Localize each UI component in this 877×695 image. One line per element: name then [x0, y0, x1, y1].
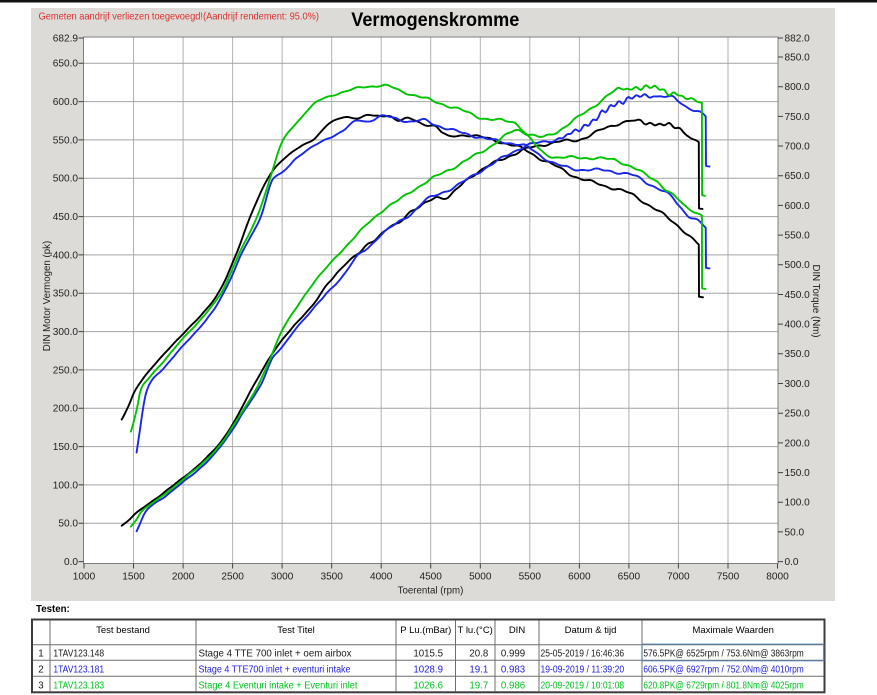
- svg-text:600.0: 600.0: [53, 97, 79, 108]
- svg-text:1TAV123.181: 1TAV123.181: [53, 664, 104, 675]
- svg-text:4000: 4000: [370, 572, 393, 583]
- svg-text:350.0: 350.0: [53, 289, 79, 300]
- svg-text:620.8PK@ 6729rpm / 801.8Nm@ 40: 620.8PK@ 6729rpm / 801.8Nm@ 4025rpm: [643, 681, 803, 692]
- svg-text:882.0: 882.0: [785, 33, 811, 44]
- svg-text:8000: 8000: [766, 572, 789, 583]
- svg-text:1015.5: 1015.5: [413, 648, 443, 659]
- svg-text:3: 3: [38, 681, 43, 692]
- svg-text:3500: 3500: [320, 572, 343, 583]
- svg-text:T lu.(°C): T lu.(°C): [458, 625, 493, 636]
- svg-text:1500: 1500: [122, 572, 145, 583]
- svg-text:25-05-2019 / 16:46:36: 25-05-2019 / 16:46:36: [541, 648, 625, 659]
- svg-text:650.0: 650.0: [53, 59, 79, 70]
- svg-text:7000: 7000: [667, 572, 690, 583]
- svg-text:Vermogenskromme: Vermogenskromme: [351, 10, 519, 31]
- svg-text:0.0: 0.0: [64, 557, 78, 568]
- svg-text:650.0: 650.0: [785, 171, 811, 182]
- svg-text:2: 2: [38, 664, 43, 675]
- svg-text:606.5PK@ 6927rpm / 752.0Nm@ 40: 606.5PK@ 6927rpm / 752.0Nm@ 4010rpm: [643, 664, 803, 675]
- svg-text:Stage 4 TTE 700 inlet + oem a: Stage 4 TTE 700 inlet + oem airbox: [199, 648, 352, 659]
- svg-text:3000: 3000: [271, 572, 294, 583]
- svg-text:20.8: 20.8: [469, 648, 488, 659]
- svg-text:100.0: 100.0: [785, 498, 811, 509]
- svg-text:5500: 5500: [519, 572, 542, 583]
- svg-text:250.0: 250.0: [785, 409, 811, 420]
- svg-text:400.0: 400.0: [53, 250, 79, 261]
- svg-text:200.0: 200.0: [53, 404, 79, 415]
- svg-text:Datum & tijd: Datum & tijd: [565, 625, 617, 636]
- svg-text:Maximale Waarden: Maximale Waarden: [692, 625, 773, 636]
- svg-text:682.9: 682.9: [53, 33, 79, 44]
- svg-text:4500: 4500: [419, 572, 442, 583]
- svg-text:600.0: 600.0: [785, 201, 811, 212]
- svg-text:5000: 5000: [469, 572, 492, 583]
- svg-text:500.0: 500.0: [53, 174, 79, 185]
- svg-text:2000: 2000: [172, 572, 195, 583]
- svg-text:DIN Motor Vermogen (pk): DIN Motor Vermogen (pk): [42, 241, 53, 351]
- svg-text:800.0: 800.0: [785, 82, 811, 93]
- svg-text:Test bestand: Test bestand: [96, 625, 150, 636]
- svg-text:750.0: 750.0: [785, 112, 811, 123]
- svg-text:50.0: 50.0: [58, 519, 78, 530]
- svg-text:0.999: 0.999: [501, 648, 525, 659]
- svg-text:Test Titel: Test Titel: [277, 625, 315, 636]
- svg-text:Stage 4 TTE700 inlet + eventur: Stage 4 TTE700 inlet + eventuri intake: [199, 664, 351, 675]
- svg-text:2500: 2500: [221, 572, 244, 583]
- svg-text:7500: 7500: [717, 572, 740, 583]
- svg-text:150.0: 150.0: [785, 468, 811, 479]
- svg-text:Toerental (rpm): Toerental (rpm): [398, 586, 464, 597]
- svg-text:450.0: 450.0: [785, 290, 811, 301]
- svg-text:0.983: 0.983: [501, 664, 525, 675]
- svg-text:0.0: 0.0: [785, 557, 799, 568]
- svg-text:1TAV123.148: 1TAV123.148: [53, 648, 104, 659]
- svg-text:Gemeten aandrijf verliezen toe: Gemeten aandrijf verliezen toegevoegd!(A…: [39, 11, 320, 22]
- svg-text:700.0: 700.0: [785, 141, 811, 152]
- svg-text:1028.9: 1028.9: [413, 664, 443, 675]
- svg-text:50.0: 50.0: [785, 527, 805, 538]
- svg-text:100.0: 100.0: [53, 480, 79, 491]
- svg-text:20-09-2019 / 10:01:08: 20-09-2019 / 10:01:08: [541, 681, 625, 692]
- svg-text:300.0: 300.0: [53, 327, 79, 338]
- svg-text:500.0: 500.0: [785, 260, 811, 271]
- svg-text:6000: 6000: [568, 572, 591, 583]
- svg-text:200.0: 200.0: [785, 438, 811, 449]
- svg-text:576.5PK@ 6525rpm / 753.6Nm@ 38: 576.5PK@ 6525rpm / 753.6Nm@ 3863rpm: [643, 648, 803, 659]
- svg-text:DIN Torque (Nm): DIN Torque (Nm): [810, 264, 821, 337]
- svg-text:DIN: DIN: [509, 625, 526, 636]
- svg-text:450.0: 450.0: [53, 212, 79, 223]
- svg-text:1026.6: 1026.6: [413, 681, 443, 692]
- svg-text:6500: 6500: [618, 572, 641, 583]
- svg-text:550.0: 550.0: [53, 135, 79, 146]
- svg-text:400.0: 400.0: [785, 320, 811, 331]
- svg-text:P Lu.(mBar): P Lu.(mBar): [400, 625, 451, 636]
- svg-text:550.0: 550.0: [785, 231, 811, 242]
- svg-text:19-09-2019 / 11:39:20: 19-09-2019 / 11:39:20: [541, 664, 625, 675]
- svg-text:850.0: 850.0: [785, 52, 811, 63]
- svg-text:0.986: 0.986: [501, 681, 525, 692]
- svg-text:1: 1: [38, 648, 43, 659]
- svg-text:350.0: 350.0: [785, 349, 811, 360]
- svg-text:Stage 4 Eventuri intake + Even: Stage 4 Eventuri intake + Eventuri inlet: [199, 681, 358, 692]
- svg-text:1TAV123.183: 1TAV123.183: [53, 681, 104, 692]
- svg-text:150.0: 150.0: [53, 442, 79, 453]
- svg-text:300.0: 300.0: [785, 379, 811, 390]
- svg-text:Testen:: Testen:: [36, 604, 70, 615]
- svg-text:1000: 1000: [73, 572, 96, 583]
- svg-text:19.7: 19.7: [469, 681, 488, 692]
- svg-text:19.1: 19.1: [469, 664, 488, 675]
- svg-text:250.0: 250.0: [53, 365, 79, 376]
